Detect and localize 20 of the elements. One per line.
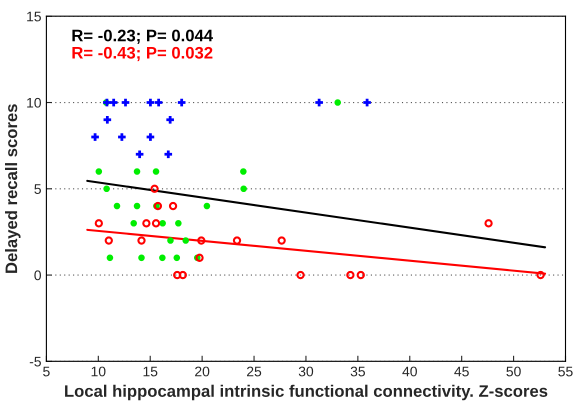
- y-tick-label: -5: [30, 356, 41, 367]
- x-tick-label: 30: [298, 366, 314, 376]
- y-axis-title: Delayed recall scores: [5, 104, 21, 273]
- annotation: R= -0.23; P= 0.044: [72, 30, 213, 44]
- x-tick-label: 45: [454, 366, 469, 376]
- y-tick-label: 15: [27, 12, 41, 22]
- x-tick-label: 50: [506, 366, 521, 376]
- x-tick-label: 10: [92, 366, 106, 376]
- x-tick-label: 35: [350, 366, 366, 376]
- x-axis-title: Local hippocampal intrinsic functional connectivity. Z-scores: [65, 384, 548, 400]
- x-tick-label: 20: [195, 366, 210, 376]
- x-tick-label: 5: [43, 366, 50, 376]
- y-tick-label: 10: [27, 98, 41, 108]
- x-tick-label: 55: [558, 366, 573, 376]
- y-tick-label: 0: [34, 270, 41, 280]
- y-tick-label: 5: [34, 184, 41, 194]
- x-tick-label: 15: [144, 366, 158, 376]
- x-tick-label: 25: [247, 366, 262, 376]
- annotation: R= -0.43; P= 0.032: [72, 46, 212, 62]
- x-tick-label: 40: [402, 366, 417, 376]
